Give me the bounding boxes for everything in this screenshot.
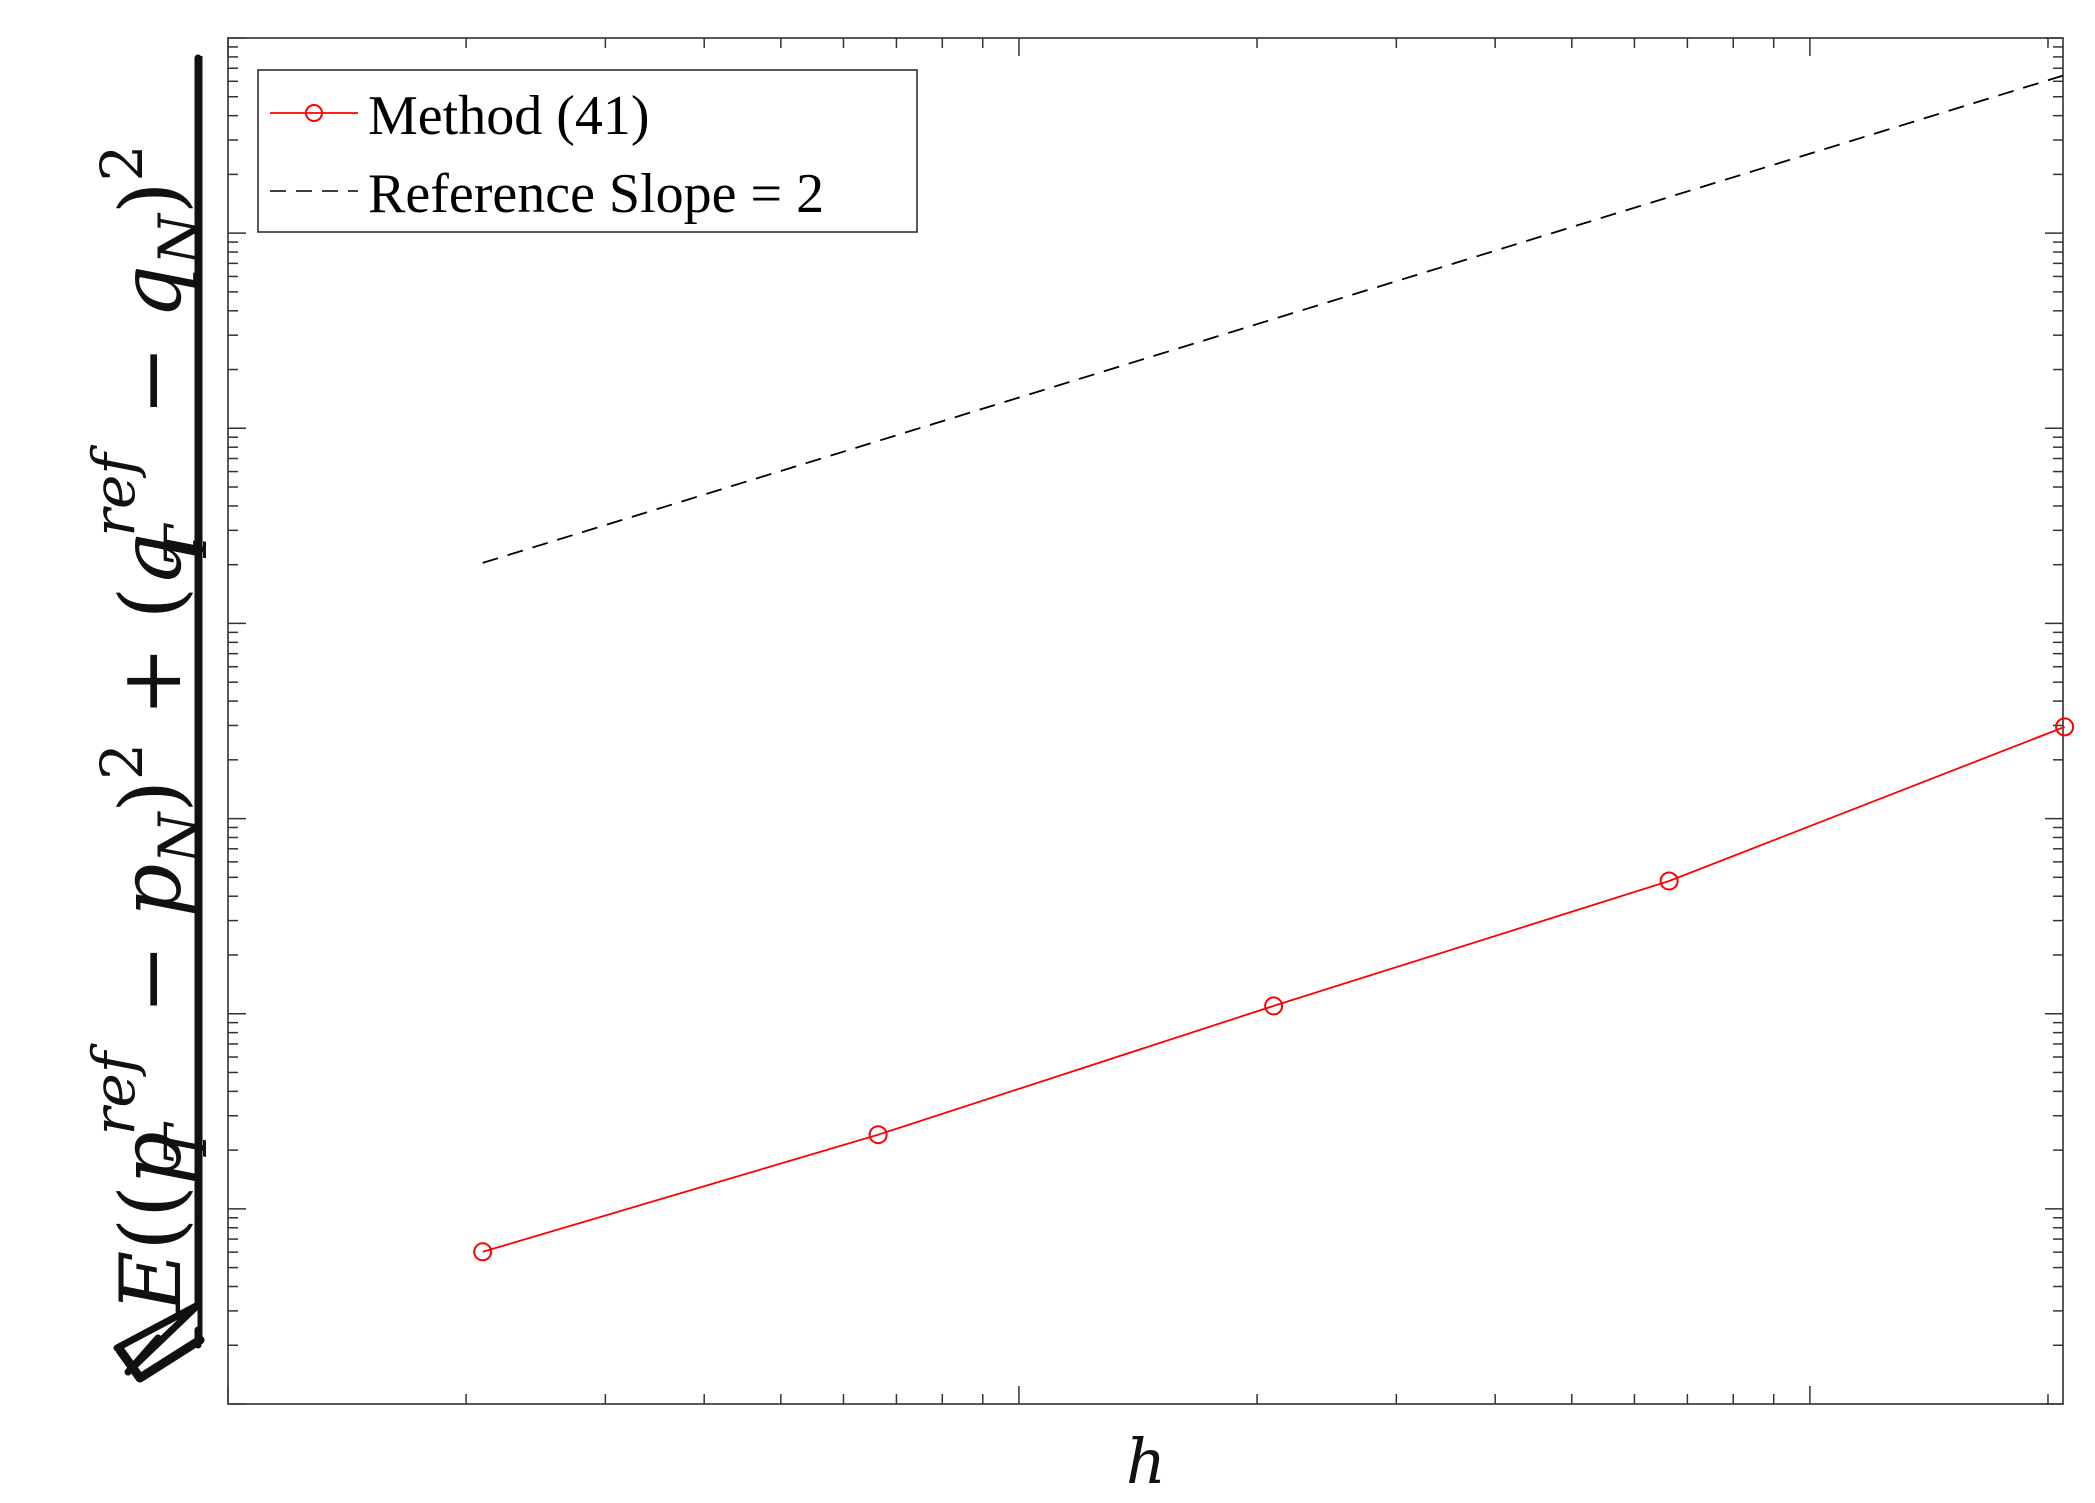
y-label-T2: T xyxy=(152,522,220,565)
y-label-ref1: ref xyxy=(80,1042,148,1135)
data-point xyxy=(473,1242,493,1262)
series-layer xyxy=(473,74,2075,1262)
y-axis-label: E((prefT − pN)2 + (qrefT − qN)2 xyxy=(80,54,220,1383)
series-line-0 xyxy=(482,726,2065,1253)
legend-marker-method xyxy=(305,104,323,122)
y-label-p1: p xyxy=(102,1131,200,1185)
y-label-T1: T xyxy=(152,1121,220,1164)
data-point xyxy=(1264,996,1284,1016)
plot-area-frame xyxy=(227,37,2064,1405)
legend-label-reference: Reference Slope = 2 xyxy=(368,163,824,225)
y-label-N2: N xyxy=(146,212,214,267)
axis-ticks xyxy=(227,37,2063,1405)
series-line-1 xyxy=(482,74,2065,564)
y-label-sq1: 2 xyxy=(88,743,156,780)
legend-box xyxy=(257,69,918,233)
y-label-p2: p xyxy=(102,864,200,918)
svg-text:E((prefT − pN)2 + (qrefT − qN): E((prefT − pN)2 + (qrefT − qN)2 xyxy=(80,145,220,1314)
y-label-q1: q xyxy=(102,533,200,587)
y-axis-label-radical xyxy=(113,54,202,1376)
y-label-q2: q xyxy=(102,265,200,319)
x-axis-label: h xyxy=(1126,1425,1166,1498)
data-point xyxy=(2055,717,2075,737)
y-label-N1: N xyxy=(146,811,214,866)
legend: Method (41) Reference Slope = 2 xyxy=(257,69,918,233)
data-point xyxy=(868,1125,888,1145)
y-label-E: E xyxy=(102,1251,200,1314)
legend-label-method: Method (41) xyxy=(368,85,650,147)
y-label-ref2: ref xyxy=(80,444,148,537)
y-label-sq2: 2 xyxy=(88,145,156,182)
data-point xyxy=(1659,871,1679,891)
